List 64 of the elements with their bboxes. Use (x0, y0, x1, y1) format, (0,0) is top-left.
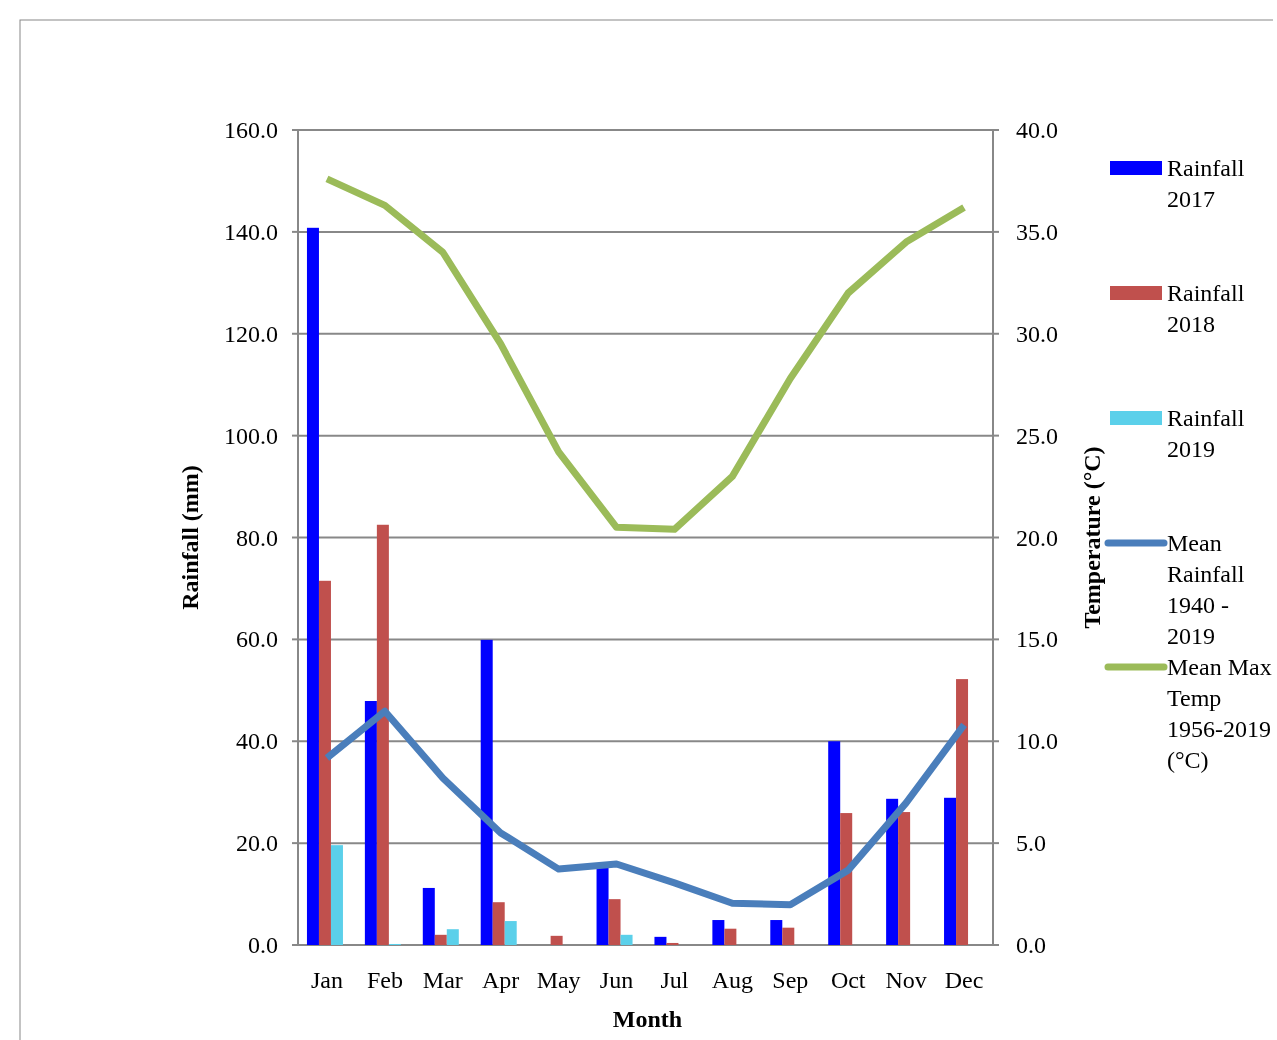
x-tick-label: Apr (482, 967, 520, 993)
x-tick-label: Feb (366, 967, 403, 993)
y-tick-label: 0.0 (248, 932, 278, 958)
bar (422, 887, 435, 945)
y-tick-label: 60.0 (236, 626, 278, 653)
y2-tick-label: 15.0 (1016, 626, 1058, 653)
bar (666, 942, 679, 945)
legend-label: Mean Max Temp 1956-2019 (°C) (1167, 654, 1272, 773)
y-tick-label: 160.0 (224, 117, 278, 143)
bar (886, 798, 899, 945)
y2-tick-label: 10.0 (1016, 728, 1058, 755)
y2-tick-label: 0.0 (1016, 932, 1046, 958)
x-tick-label: Mar (422, 967, 463, 993)
x-tick-label: Oct (830, 967, 866, 993)
x-tick-label: Jan (310, 967, 343, 993)
bar (956, 679, 969, 945)
y2-tick-label: 40.0 (1016, 117, 1058, 143)
y-tick-label: 120.0 (224, 320, 278, 347)
bar (364, 701, 377, 945)
bar (898, 812, 911, 945)
y-tick-label: 100.0 (224, 422, 278, 449)
bar (944, 797, 957, 945)
bar (330, 845, 343, 945)
bar (318, 580, 331, 945)
bar (724, 928, 737, 945)
y-tick-label: 80.0 (236, 524, 278, 551)
bar (770, 920, 783, 945)
y2-tick-label: 25.0 (1016, 422, 1058, 449)
legend-label: Rainfall 2017 (1167, 155, 1245, 212)
bar (620, 934, 633, 945)
x-tick-label: Nov (885, 967, 927, 993)
x-tick-label: Aug (711, 967, 754, 993)
bar (840, 813, 853, 945)
bar (712, 920, 725, 945)
legend-label: Mean Rainfall 1940 - 2019 (1167, 530, 1245, 649)
y-axis-title: Rainfall (mm) (177, 465, 203, 610)
bar (782, 927, 795, 945)
y-tick-label: 40.0 (236, 728, 278, 755)
bar (446, 929, 459, 945)
legend-label: Rainfall 2019 (1167, 405, 1245, 462)
bar (434, 934, 447, 945)
legend-label: Rainfall 2018 (1167, 280, 1245, 337)
y2-axis-title: Temperature (°C) (1079, 446, 1105, 629)
bar (654, 936, 667, 945)
x-tick-label: Jul (660, 967, 689, 993)
y-tick-label: 140.0 (224, 218, 278, 245)
bar (306, 227, 319, 945)
y-tick-label: 20.0 (236, 830, 278, 857)
x-tick-label: Dec (944, 967, 984, 993)
bar (480, 639, 493, 945)
x-axis-title: Month (612, 1006, 683, 1032)
x-tick-label: May (536, 967, 581, 993)
y2-tick-label: 5.0 (1016, 830, 1046, 857)
x-tick-label: Jun (599, 967, 634, 993)
bar (550, 935, 563, 945)
y2-tick-label: 20.0 (1016, 524, 1058, 551)
bar (608, 899, 621, 945)
x-tick-label: Sep (772, 967, 809, 993)
bar (376, 524, 389, 945)
y2-tick-label: 30.0 (1016, 320, 1058, 347)
bar (504, 921, 517, 945)
bar (828, 741, 841, 945)
bar (492, 902, 505, 945)
y2-tick-label: 35.0 (1016, 218, 1058, 245)
